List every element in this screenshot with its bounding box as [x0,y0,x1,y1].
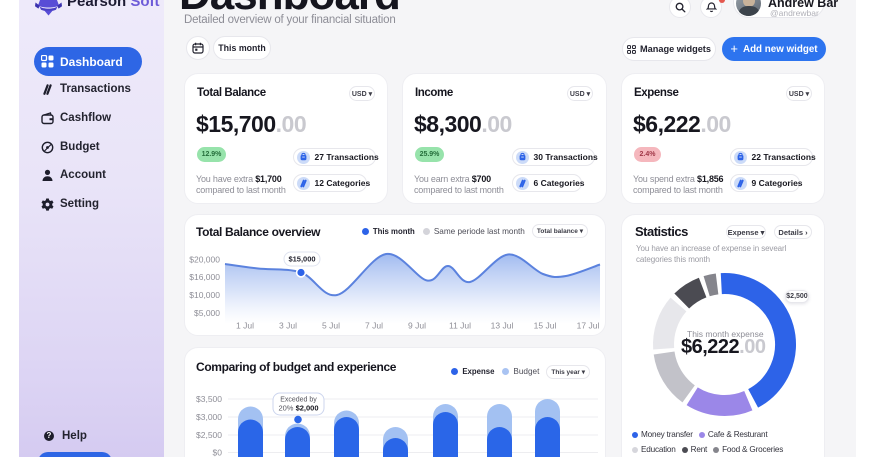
svg-text:15 Jul: 15 Jul [534,321,557,331]
svg-text:$5,000: $5,000 [194,308,220,318]
svg-text:17 Jul: 17 Jul [577,321,600,331]
svg-text:$20,000: $20,000 [189,255,220,265]
svg-text:$2,500: $2,500 [196,430,222,440]
svg-text:$3,000: $3,000 [196,412,222,422]
svg-text:9 Jul: 9 Jul [408,321,426,331]
svg-text:3 Jul: 3 Jul [279,321,297,331]
svg-text:7 Jul: 7 Jul [365,321,383,331]
svg-text:11 Jul: 11 Jul [449,321,471,331]
svg-text:5 Jul: 5 Jul [322,321,340,331]
svg-text:$0: $0 [213,448,223,457]
svg-text:1 Jul: 1 Jul [236,321,254,331]
svg-text:20% $2,000: 20% $2,000 [278,404,318,413]
svg-text:13 Jul: 13 Jul [491,321,514,331]
svg-text:$15,000: $15,000 [288,255,315,264]
svg-text:$3,500: $3,500 [196,394,222,404]
svg-text:Exceded by: Exceded by [280,397,317,404]
svg-text:$16,000: $16,000 [189,272,220,282]
svg-text:$10,000: $10,000 [189,290,220,300]
